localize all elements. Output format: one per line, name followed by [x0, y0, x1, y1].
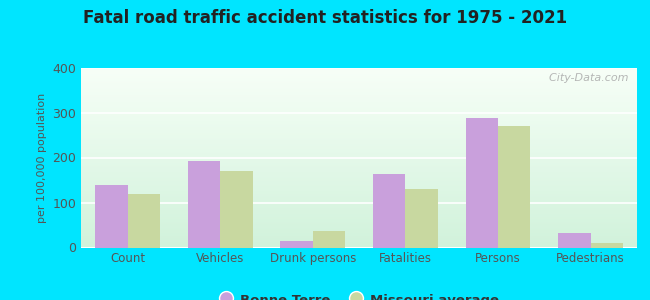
Bar [95, 184, 127, 248]
Bar [373, 174, 406, 248]
Legend: Bonne Terre, Missouri average: Bonne Terre, Missouri average [214, 286, 504, 300]
Bar [127, 194, 160, 248]
Bar [313, 231, 345, 248]
Y-axis label: per 100,000 population: per 100,000 population [37, 92, 47, 223]
Bar [406, 189, 438, 248]
Text: City-Data.com: City-Data.com [542, 73, 629, 83]
Bar [220, 171, 253, 247]
Bar [558, 233, 591, 247]
Bar [188, 161, 220, 248]
Bar [498, 126, 530, 248]
Bar [591, 243, 623, 248]
Bar [465, 118, 498, 247]
Text: Fatal road traffic accident statistics for 1975 - 2021: Fatal road traffic accident statistics f… [83, 9, 567, 27]
Bar [280, 241, 313, 248]
